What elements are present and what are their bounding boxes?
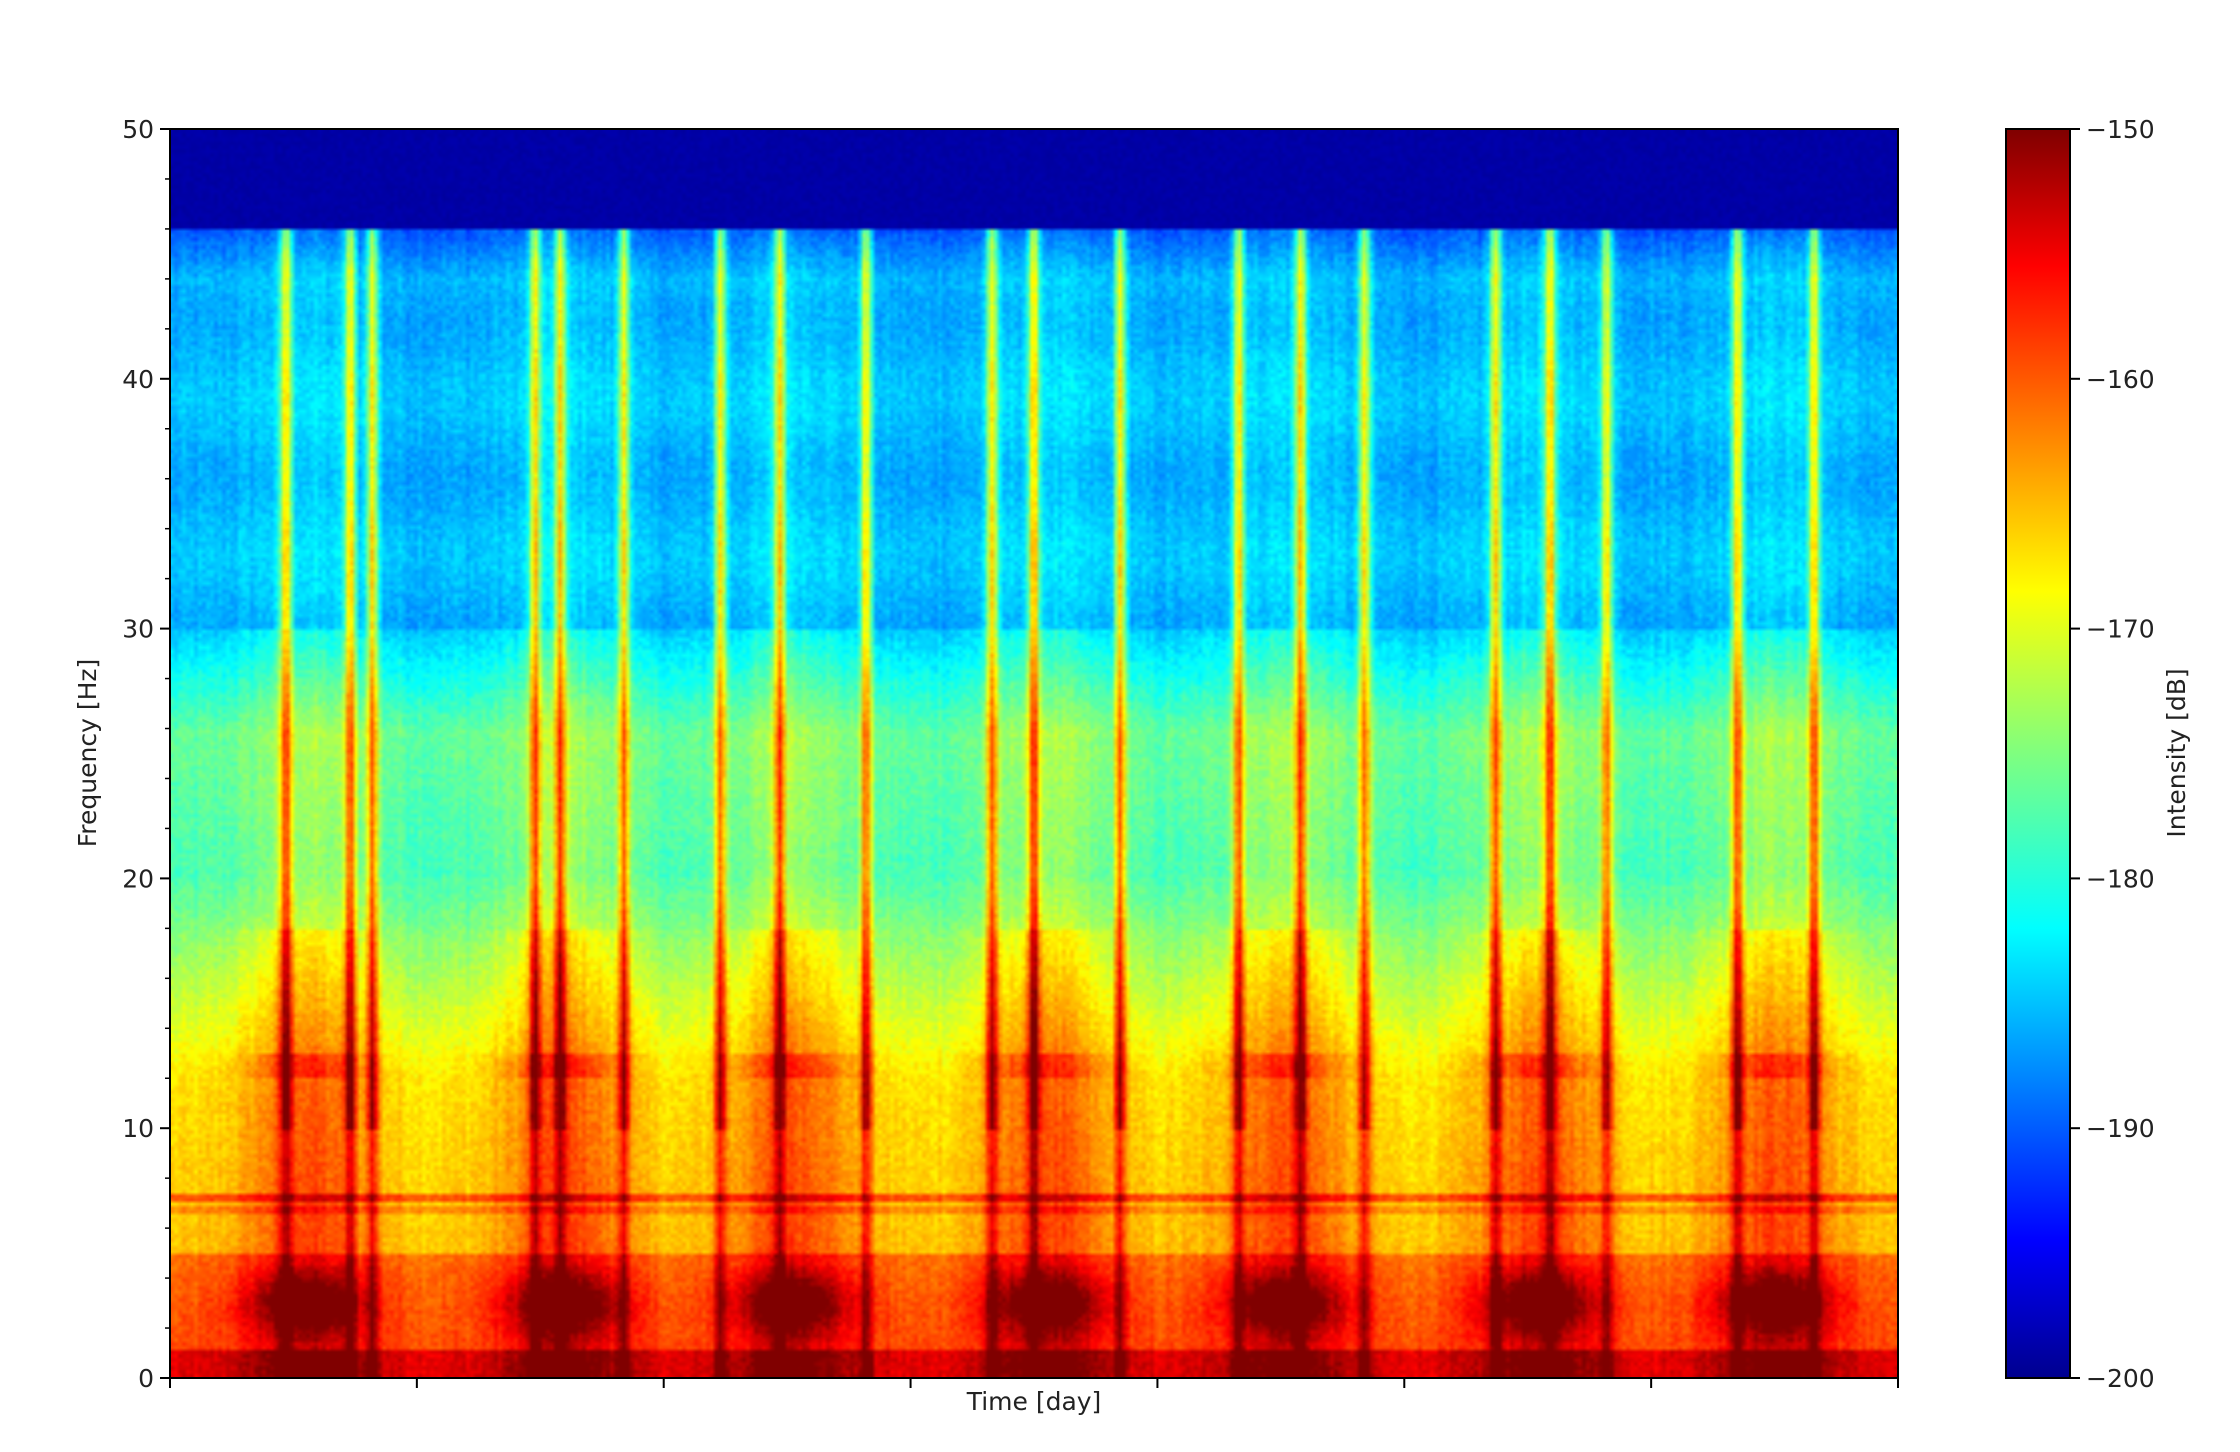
y-axis-label: Frequency [Hz] bbox=[73, 659, 102, 848]
colorbar-tick-label: −190 bbox=[2086, 1114, 2155, 1143]
colorbar-axis: −200 −190 −180 −170 −160 −150 bbox=[2070, 115, 2155, 1393]
colorbar-tick-label: −180 bbox=[2086, 864, 2155, 893]
colorbar-label: Intensity [dB] bbox=[2162, 668, 2191, 837]
colorbar-tick-label: −150 bbox=[2086, 115, 2155, 144]
y-axis: 0 10 20 30 40 50 bbox=[122, 115, 170, 1393]
colorbar bbox=[2005, 128, 2071, 1379]
colorbar-tick-label: −200 bbox=[2086, 1364, 2155, 1393]
colorbar-tick-label: −170 bbox=[2086, 615, 2155, 644]
y-tick-label: 40 bbox=[122, 365, 154, 394]
colorbar-tick-label: −160 bbox=[2086, 365, 2155, 394]
spectrogram-heatmap bbox=[170, 129, 1898, 1378]
y-tick-label: 20 bbox=[122, 864, 154, 893]
y-tick-label: 0 bbox=[138, 1364, 154, 1393]
y-tick-label: 50 bbox=[122, 115, 154, 144]
y-tick-label: 30 bbox=[122, 615, 154, 644]
x-axis bbox=[169, 1378, 1899, 1388]
y-tick-label: 10 bbox=[122, 1114, 154, 1143]
plot-frame bbox=[169, 128, 1899, 1379]
x-axis-label: Time [day] bbox=[966, 1387, 1102, 1416]
